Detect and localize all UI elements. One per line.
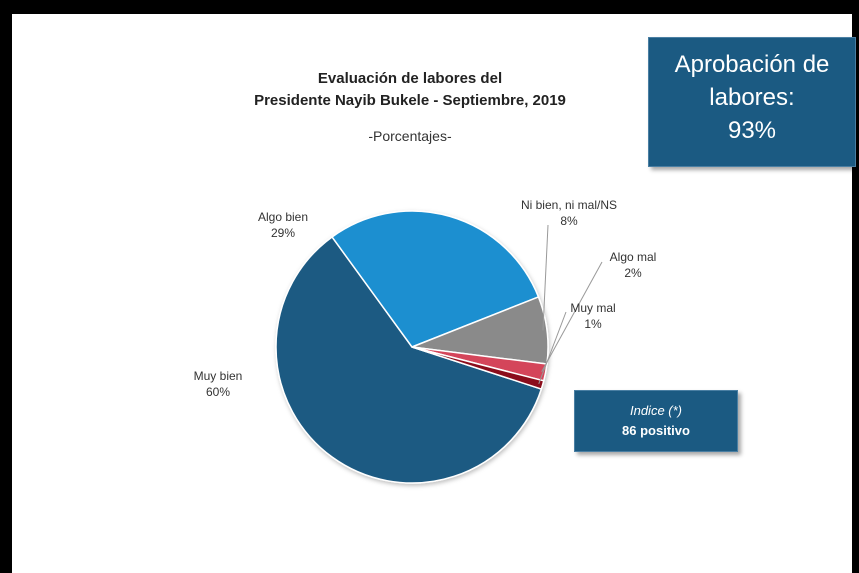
indice-label: Indice (*) bbox=[629, 403, 683, 418]
approval-line2: labores: bbox=[709, 84, 795, 111]
approval-line1: Aprobación de bbox=[674, 51, 830, 78]
slice-value: 60% bbox=[205, 385, 231, 399]
pie-slice-muy-bien bbox=[275, 235, 543, 484]
chart-subtitle: -Porcentajes- bbox=[368, 128, 452, 144]
leader-line bbox=[541, 261, 603, 372]
slice-name: Muy bien bbox=[193, 369, 243, 383]
slice-name: Muy mal bbox=[570, 301, 616, 315]
slice-label-algo-mal: Algo mal 2% bbox=[588, 249, 678, 281]
slice-label-ni-bien-ni-mal: Ni bien, ni mal/NS 8% bbox=[494, 197, 644, 229]
chart-title-line1: Evaluación de labores del bbox=[317, 70, 503, 87]
approval-value: 93% bbox=[727, 117, 777, 144]
approval-box: Aprobación de labores: 93% bbox=[648, 37, 856, 167]
chart-title: Evaluación de labores del Presidente Nay… bbox=[200, 68, 620, 112]
pie-slice-algo-bien bbox=[331, 210, 540, 348]
slice-value: 1% bbox=[584, 317, 602, 331]
slice-name: Algo bien bbox=[257, 210, 309, 224]
indice-box: Indice (*) 86 positivo bbox=[574, 390, 738, 452]
slice-value: 8% bbox=[560, 214, 578, 228]
leader-line bbox=[542, 224, 549, 331]
indice-value: 86 positivo bbox=[622, 423, 690, 438]
slice-label-muy-bien: Muy bien 60% bbox=[178, 368, 258, 400]
slice-name: Ni bien, ni mal/NS bbox=[520, 198, 618, 212]
chart-title-line2: Presidente Nayib Bukele - Septiembre, 20… bbox=[254, 92, 566, 109]
slice-label-muy-mal: Muy mal 1% bbox=[548, 300, 638, 332]
slice-value: 2% bbox=[624, 266, 642, 280]
pie-slice-muy-mal bbox=[411, 346, 545, 390]
slice-label-algo-bien: Algo bien 29% bbox=[238, 209, 328, 241]
slice-name: Algo mal bbox=[609, 250, 657, 264]
leader-line bbox=[538, 311, 567, 385]
slice-value: 29% bbox=[270, 226, 296, 240]
